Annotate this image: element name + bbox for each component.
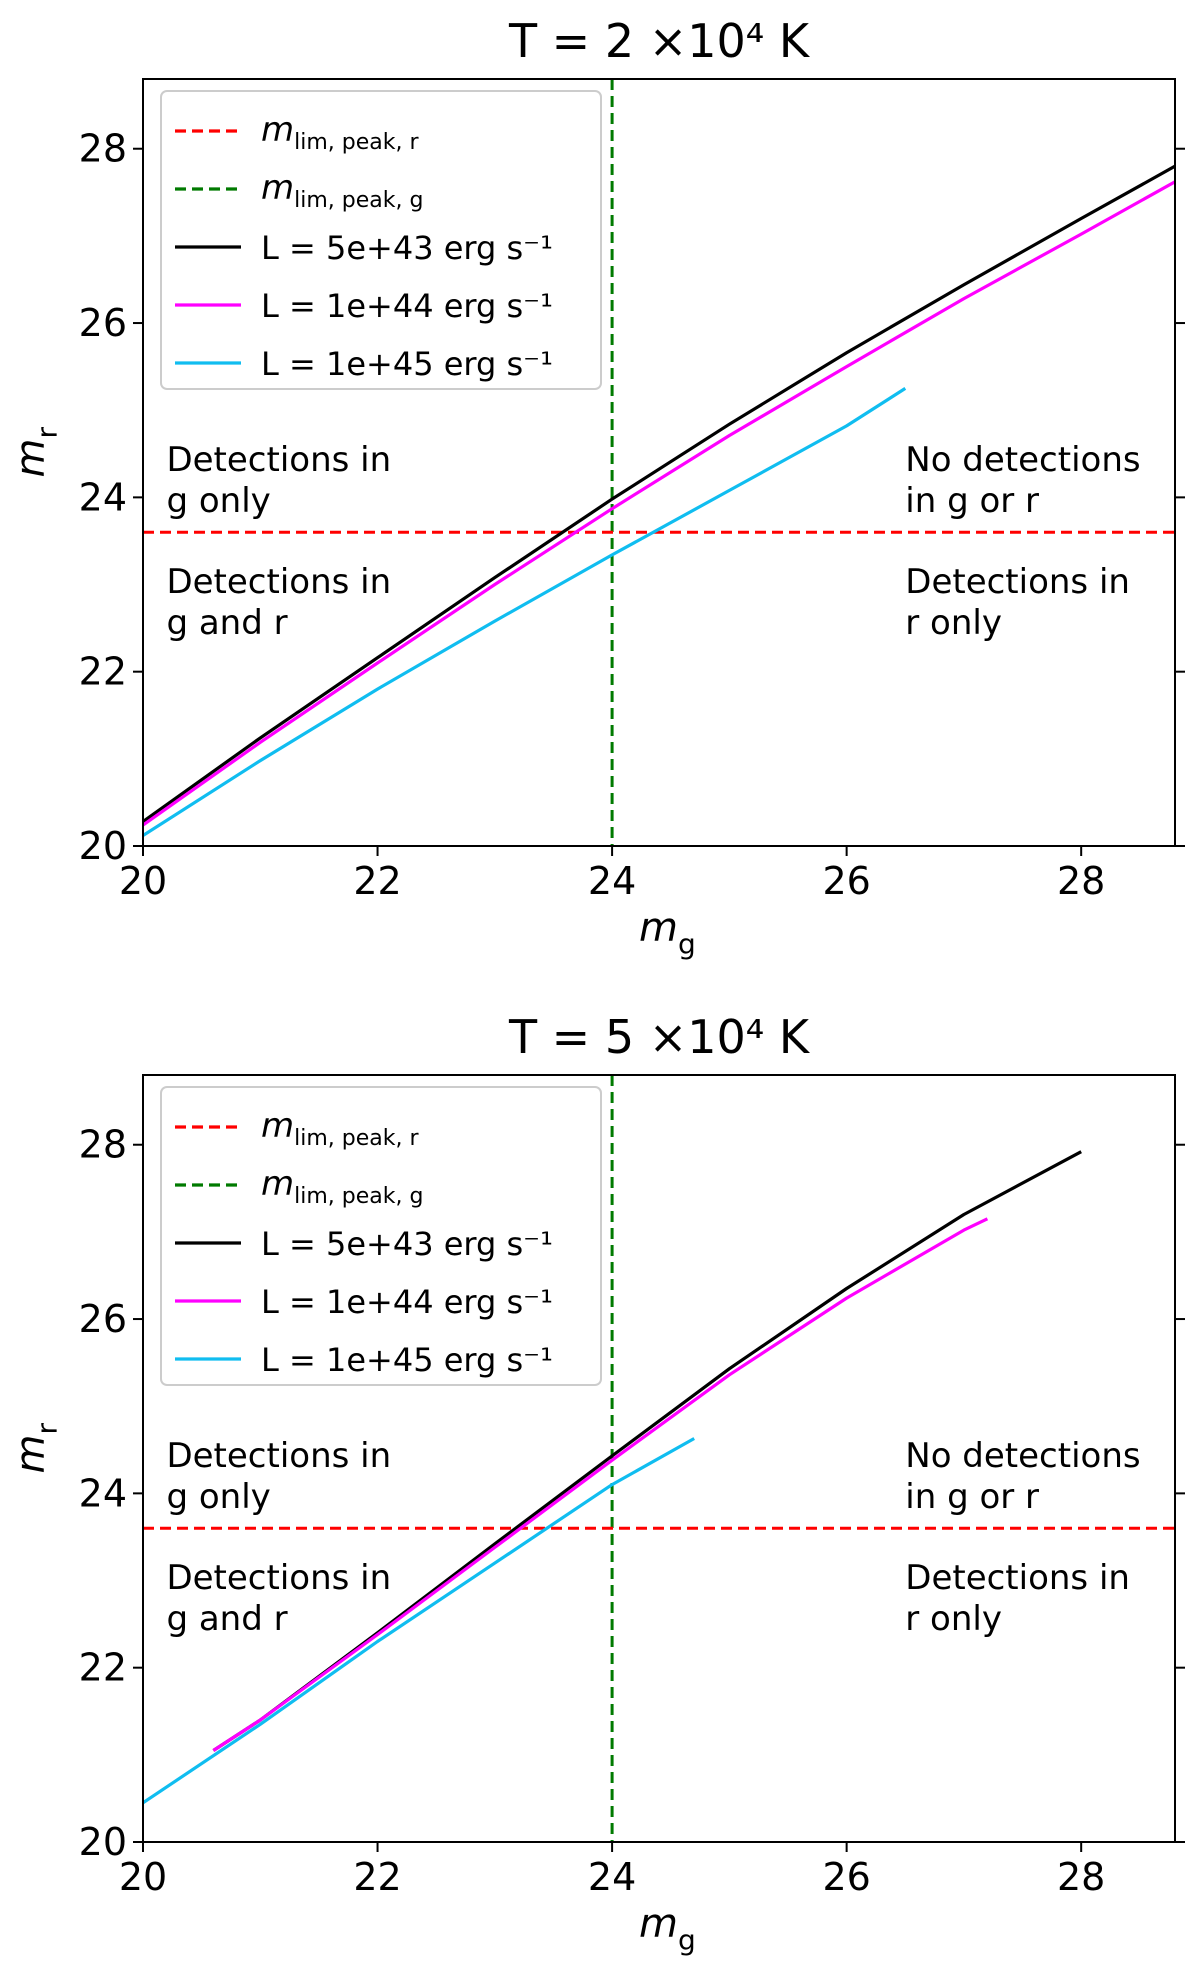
legend-label: L = 1e+45 erg s⁻¹ — [261, 1341, 553, 1379]
y-tick-label: 24 — [79, 1471, 127, 1515]
region-annotation: Detections in r only — [905, 1558, 1130, 1639]
x-tick-label: 24 — [588, 1855, 636, 1899]
region-annotation: Detections in r only — [905, 562, 1130, 643]
legend: mlim, peak, r mlim, peak, g L = 5e+43 erg … — [160, 1086, 602, 1386]
x-tick-label: 22 — [353, 859, 401, 903]
legend-label: L = 1e+44 erg s⁻¹ — [261, 1283, 553, 1321]
x-tick-label: 28 — [1057, 1855, 1105, 1899]
axes-frame — [142, 1074, 1176, 1843]
y-tick-label: 22 — [79, 650, 127, 694]
legend-label: mlim, peak, g — [261, 168, 423, 213]
x-axis-label: mg — [639, 1901, 696, 1957]
x-tick-label: 22 — [353, 1855, 401, 1899]
region-annotation: Detections in g only — [166, 1436, 391, 1517]
series-line-1 — [143, 164, 1175, 823]
legend-label: L = 5e+43 erg s⁻¹ — [261, 1225, 553, 1263]
legend-label: mlim, peak, r — [261, 1106, 419, 1151]
y-axis-label: mr — [8, 1423, 64, 1474]
series-line-2 — [143, 180, 1175, 827]
plot-area — [143, 79, 1175, 846]
chart-title: T = 2 ×10⁴ K — [508, 14, 811, 68]
y-tick-label: 28 — [79, 127, 127, 171]
series-line-3 — [143, 1437, 695, 1805]
chart-title: T = 5 ×10⁴ K — [508, 1010, 811, 1064]
legend-label: mlim, peak, g — [261, 1164, 423, 1209]
legend-box — [160, 1086, 602, 1386]
x-tick-label: 20 — [119, 1855, 167, 1899]
y-tick-label: 26 — [79, 1297, 127, 1341]
y-tick-label: 20 — [79, 1820, 127, 1864]
x-tick-label: 28 — [1057, 859, 1105, 903]
legend-label: mlim, peak, r — [261, 110, 419, 155]
plot-area — [143, 1075, 1175, 1842]
x-axis-label: mg — [639, 905, 696, 961]
region-annotation: Detections in g and r — [166, 1558, 391, 1639]
legend-box — [160, 90, 602, 390]
x-tick-label: 24 — [588, 859, 636, 903]
y-tick-label: 22 — [79, 1646, 127, 1690]
y-tick-label: 24 — [79, 475, 127, 519]
region-annotation: Detections in g and r — [166, 562, 391, 643]
x-tick-label: 26 — [822, 859, 870, 903]
x-tick-label: 20 — [119, 859, 167, 903]
series-line-3 — [143, 387, 907, 837]
y-tick-label: 28 — [79, 1123, 127, 1167]
y-axis-label: mr — [8, 427, 64, 478]
y-tick-label: 26 — [79, 301, 127, 345]
region-annotation: No detections in g or r — [905, 1436, 1140, 1517]
legend-label: L = 1e+44 erg s⁻¹ — [261, 287, 553, 325]
series-line-2 — [212, 1217, 989, 1752]
region-annotation: Detections in g only — [166, 440, 391, 521]
legend: mlim, peak, r mlim, peak, g L = 5e+43 erg … — [160, 90, 602, 390]
legend-label: L = 5e+43 erg s⁻¹ — [261, 229, 553, 267]
y-tick-label: 20 — [79, 824, 127, 868]
axes-frame — [142, 78, 1176, 847]
x-tick-label: 26 — [822, 1855, 870, 1899]
region-annotation: No detections in g or r — [905, 440, 1140, 521]
legend-label: L = 1e+45 erg s⁻¹ — [261, 345, 553, 383]
